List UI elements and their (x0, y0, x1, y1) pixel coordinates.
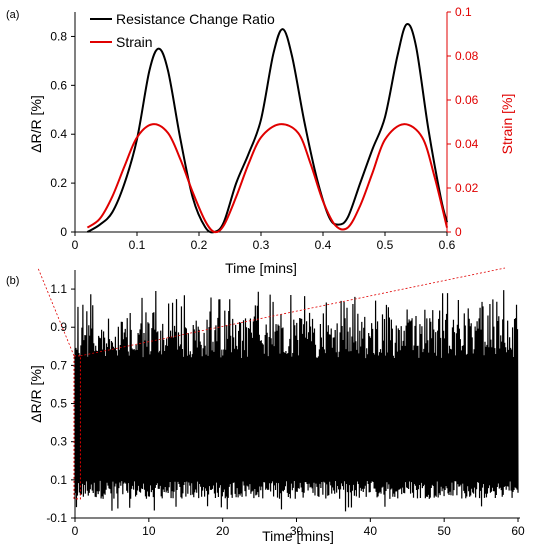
panel-a-x-tick-label: 0.4 (315, 238, 332, 252)
panel-a-y2-tick-label: 0.02 (455, 181, 479, 195)
panel-b-y-tick-label: 1.1 (50, 282, 67, 296)
zoom-connector-right (80, 267, 506, 357)
zoom-indicator (37, 267, 506, 500)
panel-a-y-tick-label: 0.2 (50, 176, 67, 190)
panel-a-y-tick-label: 0.4 (50, 127, 67, 141)
panel-a-x-ticks: 0 0.1 0.2 0.3 0.4 0.5 0.6 (72, 232, 456, 252)
panel-a-x-tick-label: 0.6 (439, 238, 456, 252)
panel-b-y-tick-label: 0.5 (50, 397, 67, 411)
panel-b-x-axis-title: Time [mins] (262, 528, 334, 544)
panel-a-x-tick-label: 0.2 (191, 238, 208, 252)
panel-a-legend: Resistance Change Ratio Strain (90, 11, 275, 50)
panel-b-y-ticks: -0.1 0.1 0.3 0.5 0.7 0.9 1.1 (46, 282, 75, 525)
panel-a-y2-tick-label: 0 (455, 225, 462, 239)
panel-b: (b) 0 10 20 30 40 50 60 -0.1 0.1 0.3 0.5 0.7 0.9 1.1… (6, 267, 525, 544)
panel-b-label: (b) (6, 275, 19, 287)
panel-a-y-tick-label: 0.6 (50, 78, 67, 92)
panel-a-y2-axis-title: Strain [%] (499, 94, 515, 155)
panel-b-x-tick-label: 30 (290, 524, 304, 538)
panel-a-y-tick-label: 0.8 (50, 29, 67, 43)
panel-a-y2-tick-label: 0.06 (455, 93, 479, 107)
panel-b-x-tick-label: 20 (216, 524, 230, 538)
series-strain-line (86, 123, 448, 234)
panel-b-y-tick-label: 0.3 (50, 435, 67, 449)
panel-b-y-axis-title: ΔR/R [%] (28, 365, 44, 423)
series-resistance-change-ratio-line (86, 22, 448, 234)
panel-a-x-axis-title: Time [mins] (225, 260, 297, 276)
legend-label-strain: Strain (116, 34, 153, 50)
panel-a-y-tick-label: 0 (60, 225, 67, 239)
series-resistance-signal-line (74, 290, 519, 512)
panel-a-x-tick-label: 0 (72, 238, 79, 252)
panel-b-x-tick-label: 0 (72, 524, 79, 538)
zoom-rect (73, 355, 81, 500)
panel-b-x-tick-label: 40 (364, 524, 378, 538)
panel-a-y-axis-title: ΔR/R [%] (28, 95, 44, 153)
panel-b-x-tick-label: 10 (142, 524, 156, 538)
panel-b-y-tick-label: -0.1 (46, 511, 67, 525)
panel-a-x-tick-label: 0.1 (129, 238, 146, 252)
panel-a-y2-tick-label: 0.04 (455, 137, 479, 151)
panel-b-x-ticks: 0 10 20 30 40 50 60 (72, 518, 525, 538)
panel-a: (a) 0 0.1 0.2 0.3 0.4 0.5 0.6 00.20.40.60.8 00… (6, 5, 515, 276)
panel-a-x-tick-label: 0.5 (377, 238, 394, 252)
panel-a-y-ticks: 0 0.2 0.4 0.6 0.8 (50, 29, 75, 239)
panel-b-y-tick-label: 0.1 (50, 473, 67, 487)
panel-b-x-tick-label: 50 (437, 524, 451, 538)
legend-label-resistance-change-ratio: Resistance Change Ratio (116, 11, 275, 27)
panel-b-x-tick-label: 60 (511, 524, 525, 538)
panel-a-y2-tick-label: 0.1 (455, 5, 472, 19)
panel-a-y2-tick-label: 0.08 (455, 49, 479, 63)
panel-a-x-tick-label: 0.3 (253, 238, 270, 252)
panel-a-y2-ticks: 0 0.02 0.04 0.06 0.08 0.1 (447, 5, 479, 239)
panel-b-y-tick-label: 0.7 (50, 358, 67, 372)
panel-b-y-tick-label: 0.9 (50, 320, 67, 334)
panel-a-label: (a) (6, 9, 19, 21)
